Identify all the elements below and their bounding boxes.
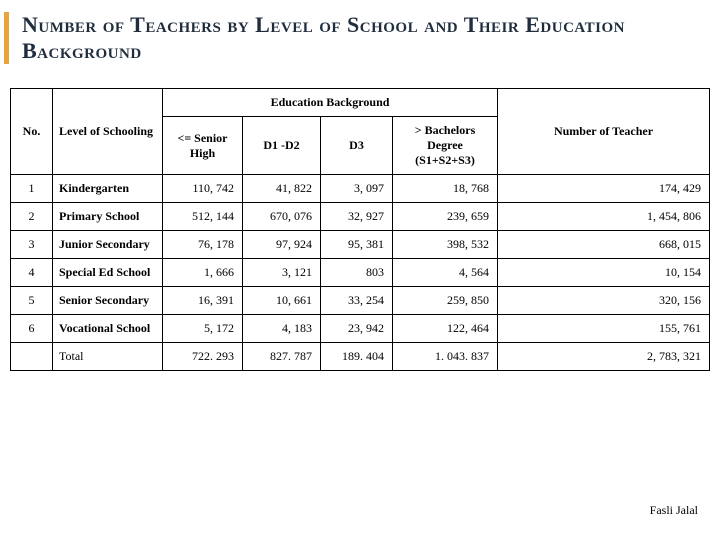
- cell-total: 10, 154: [498, 259, 710, 287]
- cell-c2: 827. 787: [243, 343, 321, 371]
- cell-total: 155, 761: [498, 315, 710, 343]
- table-row: 4 Special Ed School 1, 666 3, 121 803 4,…: [11, 259, 710, 287]
- cell-c2: 670, 076: [243, 203, 321, 231]
- table-total-row: Total 722. 293 827. 787 189. 404 1. 043.…: [11, 343, 710, 371]
- cell-no: 6: [11, 315, 53, 343]
- cell-total: 320, 156: [498, 287, 710, 315]
- cell-c3: 33, 254: [321, 287, 393, 315]
- cell-level: Vocational School: [53, 315, 163, 343]
- table-row: 2 Primary School 512, 144 670, 076 32, 9…: [11, 203, 710, 231]
- cell-no: [11, 343, 53, 371]
- table-header-row-1: No. Level of Schooling Education Backgro…: [11, 89, 710, 117]
- cell-c2: 97, 924: [243, 231, 321, 259]
- cell-level: Total: [53, 343, 163, 371]
- table-row: 5 Senior Secondary 16, 391 10, 661 33, 2…: [11, 287, 710, 315]
- cell-no: 2: [11, 203, 53, 231]
- cell-c2: 10, 661: [243, 287, 321, 315]
- cell-c4: 398, 532: [393, 231, 498, 259]
- table-row: 6 Vocational School 5, 172 4, 183 23, 94…: [11, 315, 710, 343]
- cell-level: Senior Secondary: [53, 287, 163, 315]
- cell-c1: 5, 172: [163, 315, 243, 343]
- col-header-no: No.: [11, 89, 53, 175]
- table-row: 3 Junior Secondary 76, 178 97, 924 95, 3…: [11, 231, 710, 259]
- cell-c1: 1, 666: [163, 259, 243, 287]
- col-header-level: Level of Schooling: [53, 89, 163, 175]
- cell-c1: 16, 391: [163, 287, 243, 315]
- page-title: Number of Teachers by Level of School an…: [22, 12, 700, 65]
- col-header-c3: D3: [321, 117, 393, 175]
- cell-c4: 122, 464: [393, 315, 498, 343]
- accent-bar: [4, 12, 9, 64]
- cell-level: Junior Secondary: [53, 231, 163, 259]
- cell-no: 1: [11, 175, 53, 203]
- cell-no: 5: [11, 287, 53, 315]
- col-header-c2: D1 -D2: [243, 117, 321, 175]
- cell-no: 3: [11, 231, 53, 259]
- table-row: 1 Kindergarten 110, 742 41, 822 3, 097 1…: [11, 175, 710, 203]
- cell-no: 4: [11, 259, 53, 287]
- cell-c4: 239, 659: [393, 203, 498, 231]
- table-body: 1 Kindergarten 110, 742 41, 822 3, 097 1…: [11, 175, 710, 371]
- footer-author: Fasli Jalal: [650, 503, 698, 518]
- cell-c3: 32, 927: [321, 203, 393, 231]
- cell-c4: 259, 850: [393, 287, 498, 315]
- cell-c2: 4, 183: [243, 315, 321, 343]
- cell-c1: 76, 178: [163, 231, 243, 259]
- cell-level: Primary School: [53, 203, 163, 231]
- cell-c1: 512, 144: [163, 203, 243, 231]
- cell-c3: 803: [321, 259, 393, 287]
- col-header-total: Number of Teacher: [498, 89, 710, 175]
- table-container: No. Level of Schooling Education Backgro…: [10, 88, 710, 371]
- col-header-c4: > Bachelors Degree (S1+S2+S3): [393, 117, 498, 175]
- cell-c3: 189. 404: [321, 343, 393, 371]
- col-header-group: Education Background: [163, 89, 498, 117]
- cell-total: 174, 429: [498, 175, 710, 203]
- cell-c1: 722. 293: [163, 343, 243, 371]
- cell-total: 668, 015: [498, 231, 710, 259]
- cell-c3: 95, 381: [321, 231, 393, 259]
- cell-c3: 23, 942: [321, 315, 393, 343]
- cell-c2: 41, 822: [243, 175, 321, 203]
- cell-level: Kindergarten: [53, 175, 163, 203]
- cell-c4: 1. 043. 837: [393, 343, 498, 371]
- cell-c1: 110, 742: [163, 175, 243, 203]
- cell-c4: 4, 564: [393, 259, 498, 287]
- cell-c4: 18, 768: [393, 175, 498, 203]
- cell-total: 1, 454, 806: [498, 203, 710, 231]
- teachers-table: No. Level of Schooling Education Backgro…: [10, 88, 710, 371]
- cell-total: 2, 783, 321: [498, 343, 710, 371]
- cell-c3: 3, 097: [321, 175, 393, 203]
- cell-c2: 3, 121: [243, 259, 321, 287]
- cell-level: Special Ed School: [53, 259, 163, 287]
- col-header-c1: <= Senior High: [163, 117, 243, 175]
